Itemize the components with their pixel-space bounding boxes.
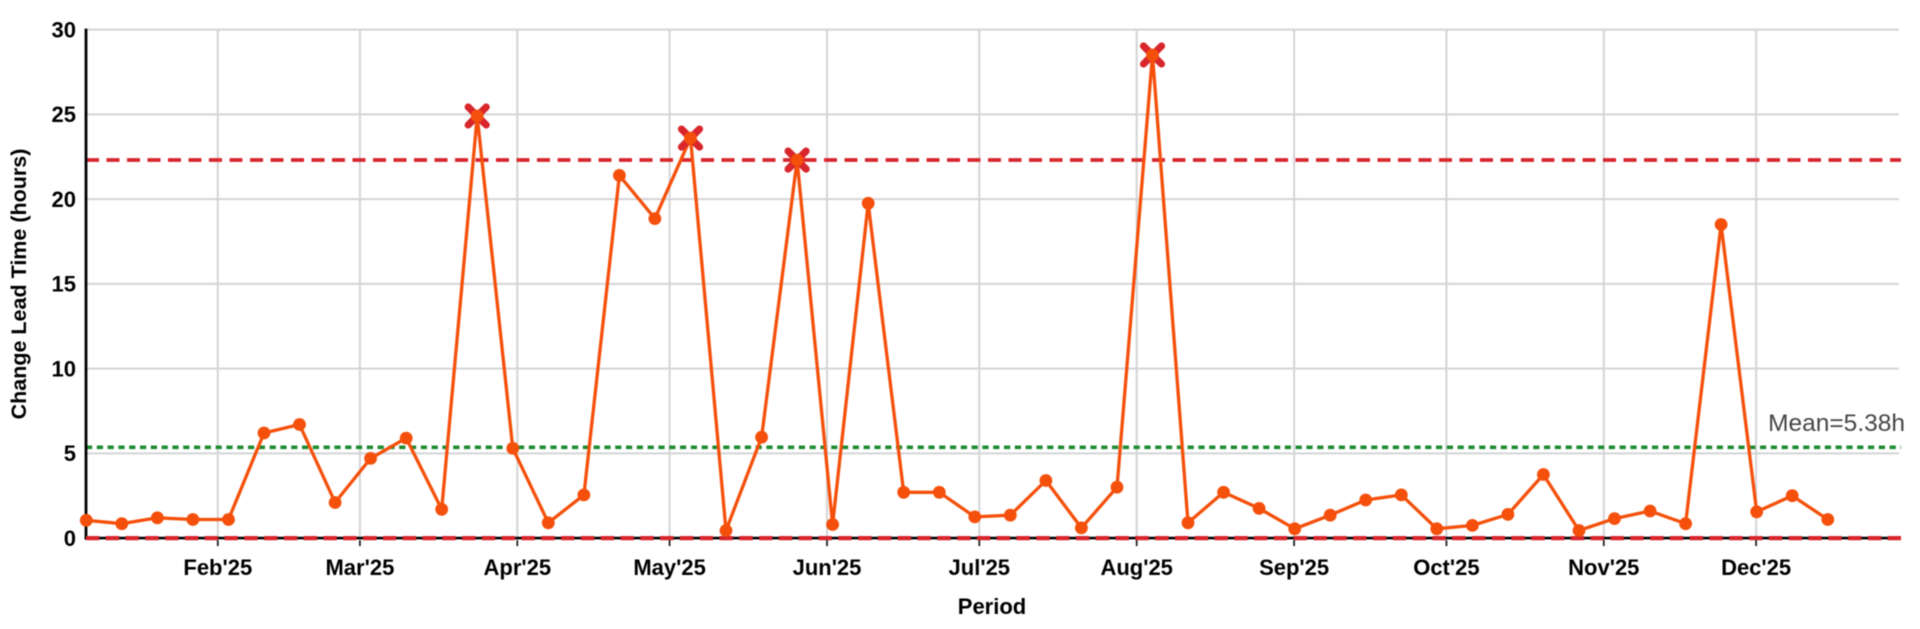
svg-text:30: 30 — [52, 17, 76, 42]
svg-text:Oct'25: Oct'25 — [1413, 555, 1479, 580]
svg-text:Jul'25: Jul'25 — [949, 555, 1011, 580]
svg-text:20: 20 — [52, 187, 76, 212]
svg-text:25: 25 — [52, 102, 76, 127]
svg-text:Change Lead Time (hours): Change Lead Time (hours) — [7, 149, 31, 420]
svg-text:0: 0 — [64, 526, 76, 551]
svg-text:May'25: May'25 — [633, 555, 706, 580]
svg-text:Sep'25: Sep'25 — [1259, 555, 1329, 580]
svg-text:Nov'25: Nov'25 — [1568, 555, 1639, 580]
svg-text:10: 10 — [52, 356, 76, 381]
svg-text:Feb'25: Feb'25 — [183, 555, 252, 580]
svg-text:Mar'25: Mar'25 — [325, 555, 394, 580]
svg-text:Jun'25: Jun'25 — [793, 555, 862, 580]
svg-text:Aug'25: Aug'25 — [1100, 555, 1172, 580]
svg-text:Apr'25: Apr'25 — [484, 555, 552, 580]
svg-text:Period: Period — [958, 594, 1026, 619]
svg-text:15: 15 — [52, 272, 76, 297]
svg-text:5: 5 — [64, 441, 76, 466]
svg-text:Mean=5.38h: Mean=5.38h — [1768, 410, 1905, 437]
svg-text:Dec'25: Dec'25 — [1721, 555, 1791, 580]
